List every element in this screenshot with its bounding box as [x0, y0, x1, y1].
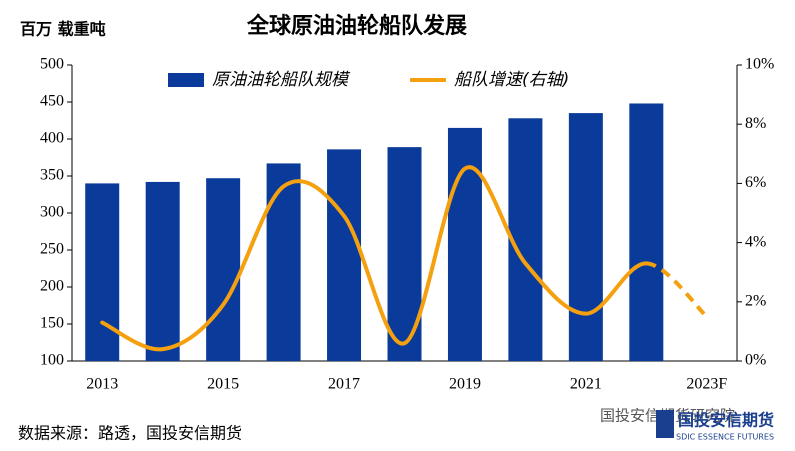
line: [100, 165, 649, 352]
logo-text: 国投安信期货: [678, 411, 774, 430]
y2-tick-label: 6%: [745, 174, 766, 191]
y2-tick-label: 0%: [745, 352, 766, 369]
source: 数据来源：路透，国投安信期货: [18, 424, 242, 443]
bar: [85, 183, 120, 361]
legend-label: 船队增速(右轴): [454, 70, 569, 90]
y-tick-label: 150: [40, 315, 64, 332]
y2-tick-label: 4%: [745, 233, 766, 250]
bar: [447, 127, 482, 362]
y2-tick-label: 10%: [745, 56, 774, 73]
x-tick-label: 2021: [570, 376, 602, 393]
bar: [206, 178, 241, 361]
logo-icon: [656, 410, 674, 438]
x-tick-label: 2015: [207, 376, 239, 393]
y-tick-label: 500: [40, 56, 64, 73]
bar: [568, 113, 603, 361]
x-tick-label: 2019: [449, 376, 481, 393]
y-axis-label: 百万 载重吨: [20, 20, 106, 39]
y2-tick-label: 8%: [745, 115, 766, 132]
bar: [145, 181, 180, 361]
bar: [327, 149, 362, 361]
bar: [629, 103, 664, 361]
y-tick-label: 450: [40, 93, 64, 110]
x-tick-label: 2013: [86, 376, 118, 393]
y-tick-label: 400: [40, 130, 64, 147]
y-tick-label: 250: [40, 241, 64, 258]
y-tick-label: 100: [40, 352, 64, 369]
y2-tick-label: 2%: [745, 292, 766, 309]
logo-subtext: SDIC ESSENCE FUTURES: [676, 433, 774, 442]
x-tick-label: 2023F: [686, 376, 727, 393]
x-tick-label: 2017: [328, 376, 360, 393]
chart-title: 全球原油油轮船队发展: [246, 13, 467, 39]
line-forecast: [645, 261, 709, 319]
y-tick-label: 200: [40, 278, 64, 295]
legend-label: 原油油轮船队规模: [212, 70, 351, 90]
y-tick-label: 300: [40, 204, 64, 221]
y-tick-label: 350: [40, 167, 64, 184]
legend-swatch: [168, 73, 204, 87]
bar: [266, 163, 301, 361]
